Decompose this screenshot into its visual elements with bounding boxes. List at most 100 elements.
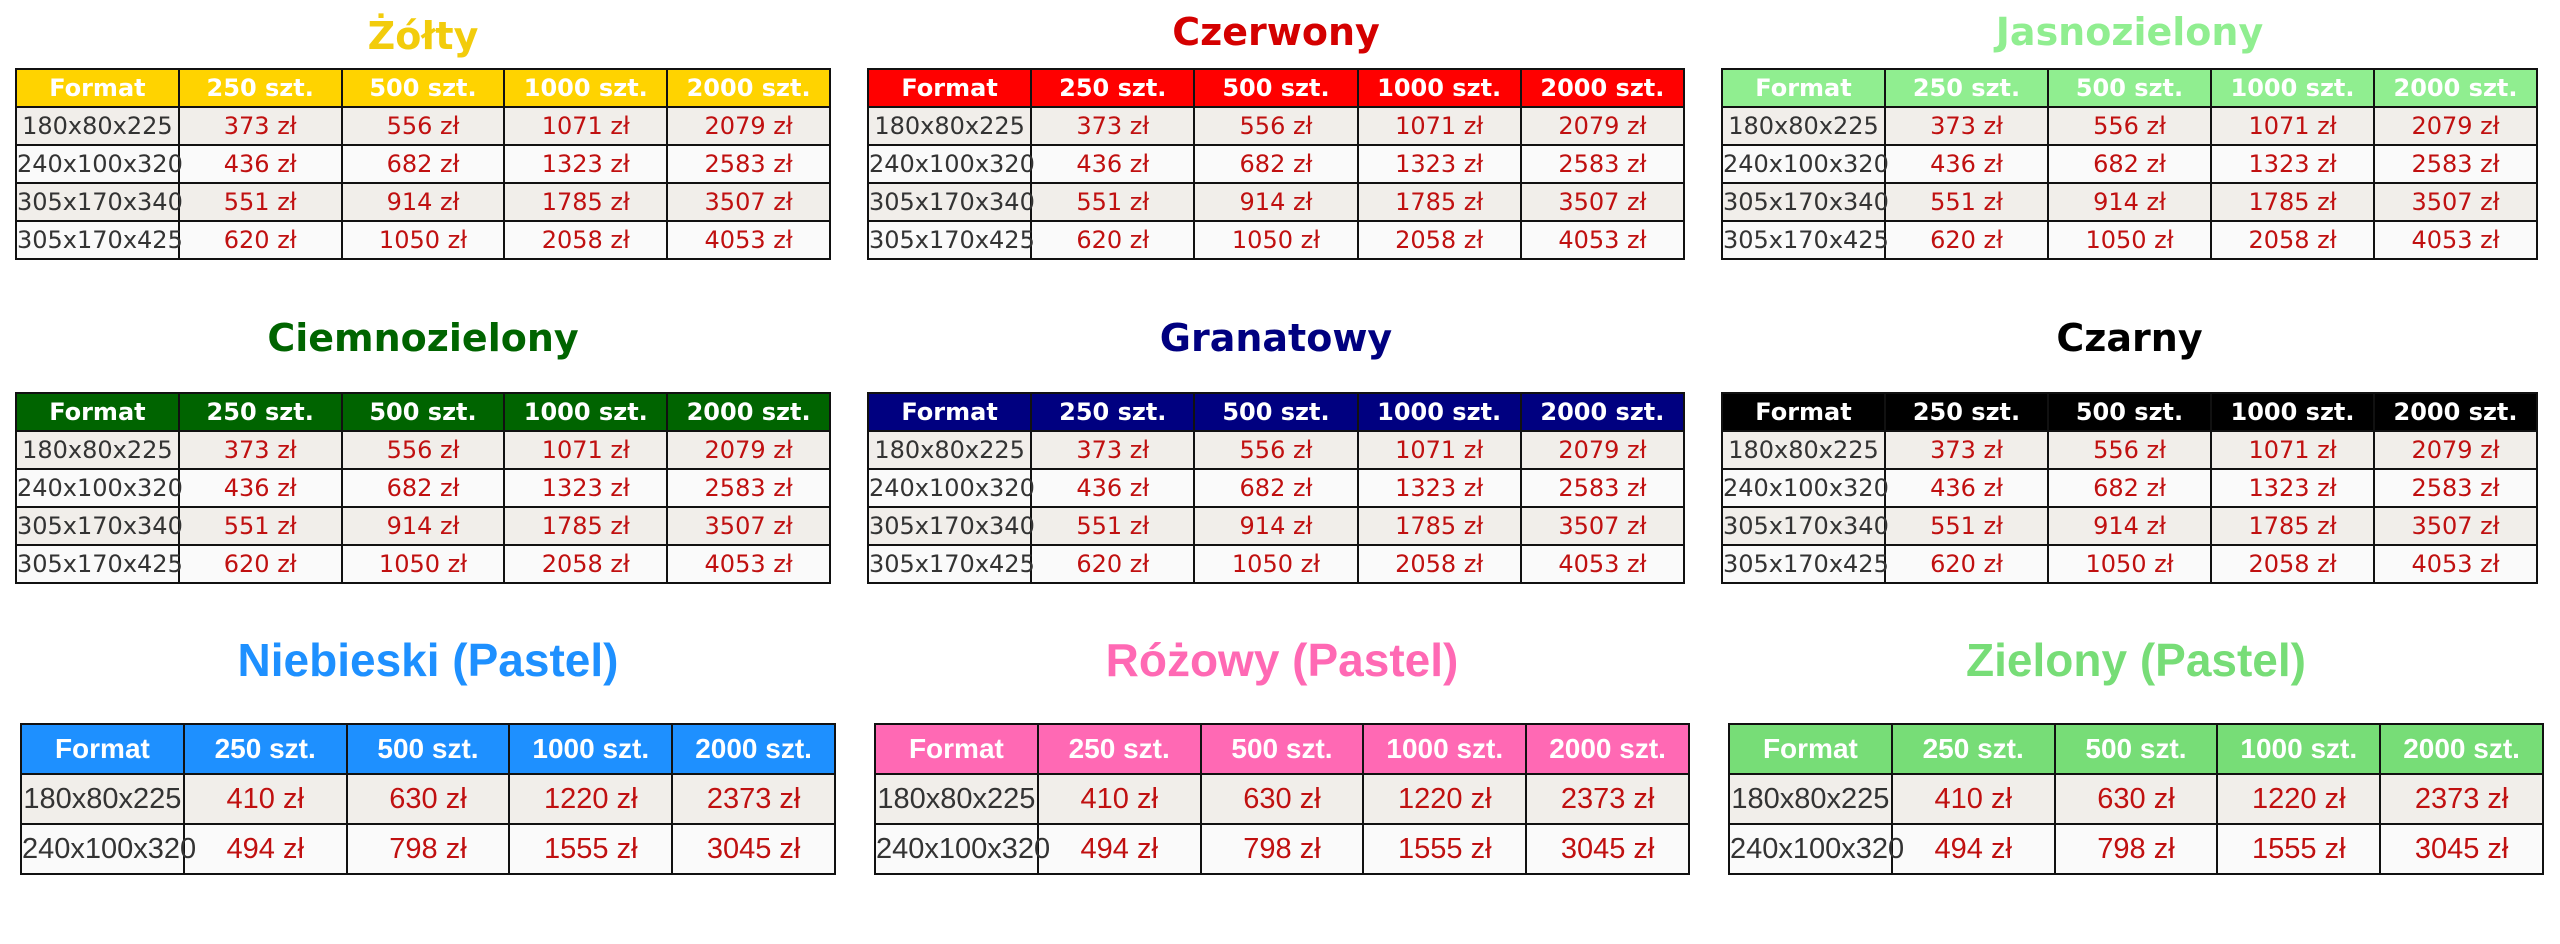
price-table: Format 250 szt. 500 szt. 1000 szt. 2000 szt.… xyxy=(1728,723,2544,875)
price-cell: 630 zł xyxy=(2053,773,2219,825)
price-cell: 410 zł xyxy=(1036,773,1202,825)
format-cell: 240x100x320 xyxy=(1721,144,1889,184)
format-cell: 305x170x425 xyxy=(15,220,183,260)
header-cell: 500 szt. xyxy=(1193,392,1359,432)
price-cell: 1555 zł xyxy=(508,823,674,875)
price-cell: 1323 zł xyxy=(503,468,669,508)
price-cell: 1323 zł xyxy=(503,144,669,184)
block-title: Ciemnozielony xyxy=(267,316,579,360)
price-cell: 2079 zł xyxy=(2373,430,2538,470)
price-cell: 2079 zł xyxy=(666,106,831,146)
header-cell: 250 szt. xyxy=(1884,392,2049,432)
price-cell: 551 zł xyxy=(1030,182,1196,222)
block-title: Niebieski (Pastel) xyxy=(237,634,619,686)
price-cell: 410 zł xyxy=(1890,773,2056,825)
header-cell: Format xyxy=(1728,723,1893,775)
table-row: 240x100x320 494 zł 798 zł 1555 zł 3045 zł xyxy=(20,823,836,875)
price-cell: 556 zł xyxy=(2047,106,2212,146)
format-cell: 180x80x225 xyxy=(874,773,1039,825)
price-cell: 682 zł xyxy=(340,144,506,184)
price-cell: 4053 zł xyxy=(1519,220,1686,260)
price-cell: 1071 zł xyxy=(1356,106,1522,146)
price-cell: 1785 zł xyxy=(2210,506,2375,546)
price-cell: 556 zł xyxy=(2047,430,2212,470)
header-cell: 2000 szt. xyxy=(1525,723,1690,775)
header-cell: 500 szt. xyxy=(1199,723,1365,775)
format-cell: 305x170x425 xyxy=(1721,220,1889,260)
price-cell: 2583 zł xyxy=(2373,468,2538,508)
price-cell: 2079 zł xyxy=(666,430,831,470)
price-cell: 1323 zł xyxy=(1356,144,1522,184)
price-cell: 2373 zł xyxy=(671,773,836,825)
header-cell: 250 szt. xyxy=(182,723,348,775)
price-cell: 556 zł xyxy=(1193,430,1359,470)
table-row: 305x170x340 551 zł 914 zł 1785 zł 3507 zł xyxy=(1721,182,2538,222)
table-row: 180x80x225 373 zł 556 zł 1071 zł 2079 zł xyxy=(15,430,831,470)
price-block: Granatowy Format 250 szt. 500 szt. 1000 szt.… xyxy=(866,308,1686,584)
table-row: 305x170x425 620 zł 1050 zł 2058 zł 4053 zł xyxy=(15,220,831,260)
table-row: 305x170x425 620 zł 1050 zł 2058 zł 4053 zł xyxy=(1721,220,2538,260)
price-cell: 914 zł xyxy=(2047,182,2212,222)
price-block: Ciemnozielony Format 250 szt. 500 szt. 1000 … xyxy=(15,308,831,584)
table-head: Format 250 szt. 500 szt. 1000 szt. 2000 szt. xyxy=(15,392,831,432)
price-block: Jasnozielony Format 250 szt. 500 szt. 1000 s… xyxy=(1721,2,2538,260)
format-cell: 240x100x320 xyxy=(20,823,196,875)
table-row: 180x80x225 373 zł 556 zł 1071 zł 2079 zł xyxy=(866,106,1686,146)
format-cell: 240x100x320 xyxy=(874,823,1050,875)
format-cell: 240x100x320 xyxy=(15,144,183,184)
price-cell: 373 zł xyxy=(177,106,343,146)
price-cell: 551 zł xyxy=(1030,506,1196,546)
price-cell: 2583 zł xyxy=(666,144,831,184)
price-cell: 1785 zł xyxy=(1356,506,1522,546)
price-cell: 1050 zł xyxy=(1193,544,1359,584)
header-cell: 250 szt. xyxy=(177,68,343,108)
price-cell: 3507 zł xyxy=(666,182,831,222)
price-cell: 2079 zł xyxy=(2373,106,2538,146)
price-cell: 2058 zł xyxy=(503,544,669,584)
header-cell: Format xyxy=(15,392,180,432)
format-cell: 180x80x225 xyxy=(866,430,1033,470)
header-cell: 250 szt. xyxy=(1884,68,2049,108)
table-row: 240x100x320 436 zł 682 zł 1323 zł 2583 zł xyxy=(15,144,831,184)
table-body: 180x80x225 373 zł 556 zł 1071 zł 2079 zł 240x… xyxy=(15,430,831,584)
table-row: 180x80x225 373 zł 556 zł 1071 zł 2079 zł xyxy=(1721,430,2538,470)
table-row: 305x170x340 551 zł 914 zł 1785 zł 3507 zł xyxy=(866,506,1686,546)
header-cell: 2000 szt. xyxy=(2373,392,2538,432)
block-title: Czerwony xyxy=(1172,10,1380,54)
table-head: Format 250 szt. 500 szt. 1000 szt. 2000 szt. xyxy=(1721,392,2538,432)
price-cell: 551 zł xyxy=(1884,506,2049,546)
price-table: Format 250 szt. 500 szt. 1000 szt. 2000 szt.… xyxy=(1721,392,2538,584)
table-head: Format 250 szt. 500 szt. 1000 szt. 2000 szt. xyxy=(20,723,836,775)
price-block: Czarny Format 250 szt. 500 szt. 1000 szt. 200… xyxy=(1721,308,2538,584)
price-table: Format 250 szt. 500 szt. 1000 szt. 2000 szt.… xyxy=(15,392,831,584)
price-cell: 494 zł xyxy=(1890,823,2056,875)
price-cell: 1323 zł xyxy=(1356,468,1522,508)
header-cell: 250 szt. xyxy=(1890,723,2056,775)
format-cell: 180x80x225 xyxy=(1721,430,1886,470)
format-cell: 240x100x320 xyxy=(1728,823,1904,875)
header-cell: 2000 szt. xyxy=(2373,68,2538,108)
block-title: Zielony (Pastel) xyxy=(1966,634,2306,686)
price-block: Żółty Format 250 szt. 500 szt. 1000 szt. 2000… xyxy=(15,6,831,260)
format-cell: 240x100x320 xyxy=(866,144,1035,184)
price-cell: 798 zł xyxy=(1199,823,1365,875)
price-cell: 436 zł xyxy=(177,468,343,508)
format-cell: 180x80x225 xyxy=(15,430,180,470)
price-table: Format 250 szt. 500 szt. 1000 szt. 2000 szt.… xyxy=(1721,68,2538,260)
price-cell: 1050 zł xyxy=(340,220,506,260)
header-cell: 250 szt. xyxy=(177,392,343,432)
price-cell: 436 zł xyxy=(1884,144,2049,184)
header-cell: 2000 szt. xyxy=(666,68,831,108)
format-cell: 180x80x225 xyxy=(1721,106,1886,146)
price-table: Format 250 szt. 500 szt. 1000 szt. 2000 szt.… xyxy=(866,68,1686,260)
header-cell: 2000 szt. xyxy=(671,723,836,775)
header-cell: 1000 szt. xyxy=(2216,723,2382,775)
table-row: 240x100x320 436 zł 682 zł 1323 zł 2583 zł xyxy=(866,144,1686,184)
table-row: 305x170x340 551 zł 914 zł 1785 zł 3507 zł xyxy=(15,182,831,222)
table-head: Format 250 szt. 500 szt. 1000 szt. 2000 szt. xyxy=(866,392,1686,432)
price-cell: 2583 zł xyxy=(1519,468,1686,508)
format-cell: 305x170x340 xyxy=(1721,182,1889,222)
price-cell: 3507 zł xyxy=(2373,506,2538,546)
table-row: 240x100x320 436 zł 682 zł 1323 zł 2583 zł xyxy=(866,468,1686,508)
